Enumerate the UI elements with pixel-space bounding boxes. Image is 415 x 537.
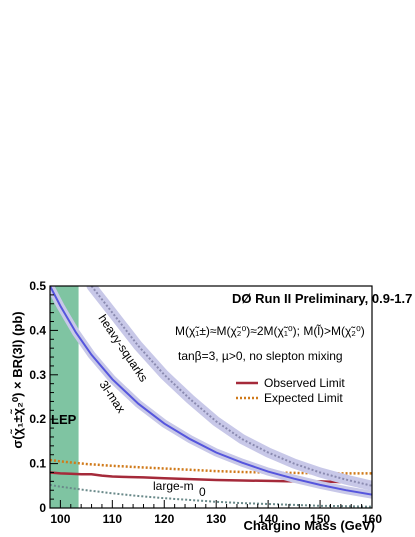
x-tick-label: 160 — [362, 512, 382, 526]
x-tick-label: 150 — [310, 512, 330, 526]
y-tick-label: 0 — [39, 501, 46, 515]
chart-title: DØ Run II Preliminary, 0.9-1.7 fb⁻¹ — [232, 291, 415, 306]
large-m0-label: large-m — [153, 479, 194, 493]
curve-layer — [50, 286, 372, 508]
axis-ticks: 100 110 120 130 140 150 160 0 0.1 0.2 0.3 0.4 0.5 — [29, 279, 382, 526]
expected-limit-line — [50, 458, 372, 475]
parameters-text: tanβ=3, µ>0, no slepton mixing — [178, 349, 343, 363]
x-tick-label: 140 — [258, 512, 278, 526]
large-m0-subscript: 0 — [199, 485, 206, 499]
3l-max-line — [50, 286, 372, 496]
3l-max-label: 3l-max — [97, 378, 129, 416]
large-m0-line — [50, 483, 372, 508]
legend-expected-label: Expected Limit — [264, 391, 343, 405]
y-tick-label: 0.1 — [29, 457, 46, 471]
legend: Observed Limit Expected Limit — [236, 376, 345, 405]
x-tick-label: 110 — [103, 512, 123, 526]
legend-observed-label: Observed Limit — [264, 376, 345, 390]
x-tick-label: 100 — [50, 512, 70, 526]
heavy-squarks-line — [90, 286, 372, 487]
lep-label: LEP — [51, 412, 77, 427]
y-tick-label: 0.2 — [29, 412, 46, 426]
y-tick-label: 0.5 — [29, 279, 46, 293]
plot-frame — [49, 285, 373, 509]
y-axis-title: σ(χ̃₁±χ̃₂⁰) × BR(3l) (pb) — [10, 311, 25, 448]
y-tick-label: 0.4 — [29, 323, 46, 337]
x-tick-label: 120 — [154, 512, 174, 526]
curves — [50, 286, 372, 508]
x-axis-title: Chargino Mass (GeV) — [244, 518, 375, 533]
y-tick-label: 0.3 — [29, 368, 46, 382]
mass-relation-text: M(χ̃₁±)≈M(χ̃₂⁰)≈2M(χ̃₁⁰); M(l̃)>M(χ̃₂⁰) — [175, 323, 365, 338]
x-tick-label: 130 — [206, 512, 226, 526]
